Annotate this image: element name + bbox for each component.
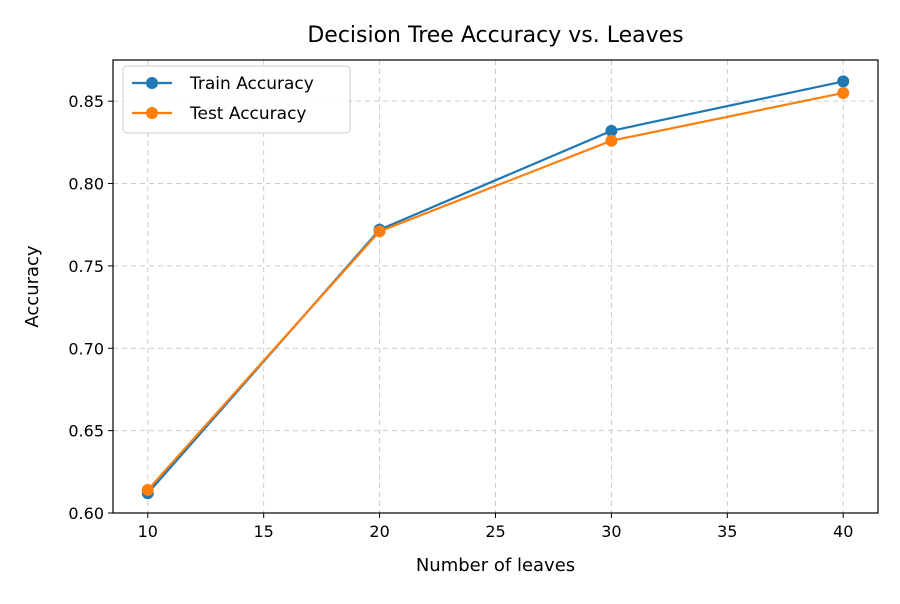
y-tick-label: 0.60 xyxy=(68,504,104,523)
x-tick-label: 30 xyxy=(601,522,621,541)
x-tick-label: 35 xyxy=(717,522,737,541)
chart-title: Decision Tree Accuracy vs. Leaves xyxy=(307,23,683,48)
series-point-2 xyxy=(837,86,850,99)
series-point-1 xyxy=(837,75,850,88)
y-tick-label: 0.65 xyxy=(68,422,104,441)
legend: Train Accuracy Test Accuracy xyxy=(122,65,351,134)
legend-marker-1 xyxy=(146,77,158,89)
series-point-1 xyxy=(605,124,618,137)
plot-frame xyxy=(112,59,879,514)
y-tick-label: 0.75 xyxy=(68,257,104,276)
x-tick-label: 10 xyxy=(138,522,158,541)
series-layer xyxy=(141,75,850,500)
series-point-2 xyxy=(605,134,618,147)
x-tick-label: 15 xyxy=(254,522,274,541)
series-line-2 xyxy=(146,91,844,491)
legend-box xyxy=(122,65,351,134)
y-tick-label: 0.70 xyxy=(68,339,104,358)
legend-marker-2 xyxy=(146,107,158,119)
y-tick-label: 0.85 xyxy=(68,92,104,111)
axis-ticks: 10 15 20 25 30 35 40 0.60 0.65 0.70 0.75 0.80 0.85 xyxy=(68,92,853,541)
legend-entries: Train Accuracy Test Accuracy xyxy=(132,74,314,124)
y-axis-label: Accuracy xyxy=(22,245,43,328)
legend-label-1: Train Accuracy xyxy=(189,74,314,94)
x-axis-label: Number of leaves xyxy=(416,555,575,576)
series-point-2 xyxy=(373,225,386,238)
legend-label-2: Test Accuracy xyxy=(189,104,307,124)
x-tick-label: 40 xyxy=(833,522,853,541)
x-tick-label: 20 xyxy=(369,522,389,541)
y-tick-label: 0.80 xyxy=(68,175,104,194)
series-point-2 xyxy=(141,483,154,496)
x-tick-label: 25 xyxy=(485,522,505,541)
